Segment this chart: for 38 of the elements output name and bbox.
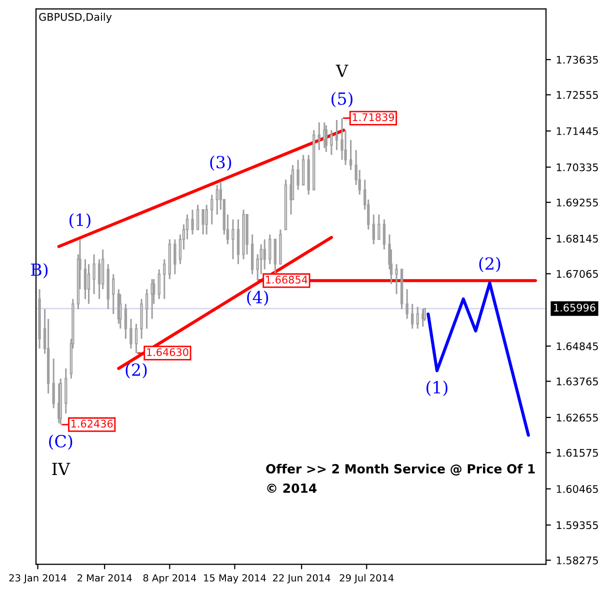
y-tick-label: 1.62655 — [556, 414, 598, 422]
annotation: (4) — [247, 290, 268, 306]
x-tick-label: 22 Jun 2014 — [273, 574, 330, 584]
ref-line-label: 1.64630 — [147, 348, 188, 356]
x-tick-label: 23 Jan 2014 — [9, 574, 66, 584]
annotation: (5) — [332, 92, 352, 108]
annotation: V — [336, 64, 348, 77]
annotation: (1) — [426, 380, 448, 396]
y-tick-label: 1.58275 — [556, 556, 598, 564]
y-tick-label: 1.71445 — [556, 127, 598, 136]
ref-line-label: 1.65996 — [554, 304, 596, 312]
annotation: (2) — [126, 363, 147, 378]
y-tick-label: 1.68145 — [556, 234, 598, 243]
x-tick-label: 2 Mar 2014 — [78, 574, 132, 582]
annotation: (1) — [69, 213, 90, 228]
x-tick-label: 15 May 2014 — [204, 574, 266, 584]
x-tick-label: 29 Jul 2014 — [340, 574, 394, 584]
chart-title: GBPUSD,Daily — [39, 12, 112, 23]
y-tick-label: 1.63765 — [556, 378, 598, 386]
y-tick-label: 1.67065 — [556, 270, 598, 278]
y-tick-label: 1.61575 — [556, 448, 598, 457]
annotation: (C) — [49, 434, 72, 450]
y-tick-label: 1.70335 — [556, 163, 598, 172]
annotation: IV — [52, 462, 70, 476]
y-tick-label: 1.69255 — [556, 198, 598, 206]
y-tick-label: 1.72555 — [556, 91, 598, 99]
annotation: (3) — [210, 156, 232, 171]
y-tick-label: 1.59355 — [556, 521, 598, 530]
annotation: 1.66854 — [266, 276, 308, 284]
annotation: Offer >> 2 Month Service @ Price Of 1 — [266, 464, 535, 476]
ref-line-label: 1.71839 — [352, 113, 394, 122]
y-tick-label: 1.64845 — [556, 342, 598, 350]
annotation: (2) — [479, 256, 500, 272]
x-tick-label: 8 Apr 2014 — [143, 574, 196, 584]
y-tick-label: 1.60465 — [556, 485, 598, 493]
annotation: © 2014 — [267, 483, 317, 493]
ref-line-label: 1.62436 — [71, 420, 113, 428]
y-tick-label: 1.73635 — [556, 56, 598, 64]
